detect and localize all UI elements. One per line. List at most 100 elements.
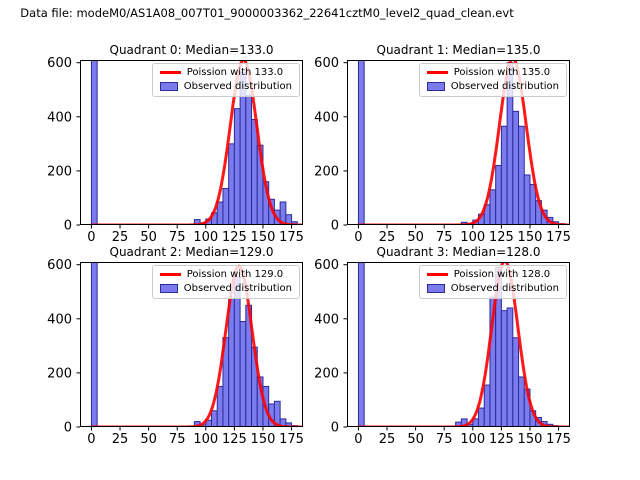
poisson-line-swatch-icon [426,273,448,276]
plot-area-q0: 0 25 50 75 100 125 150 175 0 200 400 600 [47,56,304,245]
histogram-bars [357,60,565,225]
histogram-patch-swatch-icon [159,284,178,293]
legend-item-poisson: Poission with 128.0 [426,269,559,280]
x-tick-label: 100 [193,230,218,245]
hist-bar [500,125,508,225]
axis-ticks: 0 25 50 75 100 125 150 175 0 200 400 600 [314,258,571,447]
poisson-line-swatch-icon [159,71,181,74]
hist-bar [251,119,258,225]
plot-area-q3: 0 25 50 75 100 125 150 175 0 200 400 600 [314,258,571,447]
histogram-patch-swatch-icon [426,284,445,293]
hist-bar [518,376,525,427]
legend-item-observed: Observed distribution [159,283,292,294]
hist-bar [285,214,293,225]
x-tick-label: 125 [489,432,514,447]
hist-bar [489,189,497,225]
hist-bar [512,337,520,427]
x-tick-label: 100 [460,230,485,245]
y-tick-label: 0 [64,219,72,234]
x-tick-label: 100 [193,432,218,447]
subplot-title-q3: Quadrant 3: Median=128.0 [376,245,541,259]
hist-bar [483,384,491,427]
x-tick-label: 150 [251,432,276,447]
hist-bar [211,410,218,427]
legend-item-poisson: Poission with 133.0 [159,67,292,78]
hist-bar [245,94,253,225]
legend-label-observed: Observed distribution [183,283,292,294]
subplot-quadrant-0: Quadrant 0: Median=133.0 0 25 50 75 100 125 15… [47,43,304,245]
legend-label-observed: Observed distribution [183,81,292,92]
legend-label-poisson: Poission with 129.0 [186,269,284,280]
hist-bar [518,125,525,225]
x-tick-label: 50 [140,230,157,245]
legend-q3: Poission with 128.0 Observed distributio… [418,265,567,299]
y-tick-label: 400 [47,312,72,327]
hist-bar [512,110,520,225]
hist-bar [216,385,224,427]
y-tick-label: 0 [331,219,339,234]
subplot-quadrant-1: Quadrant 1: Median=135.0 0 25 50 75 100 125 15… [314,43,571,245]
x-tick-label: 175 [279,432,304,447]
y-tick-label: 200 [47,366,72,381]
legend-item-poisson: Poission with 129.0 [159,269,292,280]
hist-bar [216,201,224,225]
x-tick-label: 150 [518,230,543,245]
hist-bar [357,60,365,225]
hist-bar [285,422,293,427]
x-tick-label: 25 [112,230,129,245]
hist-bar [222,187,230,225]
x-tick-label: 25 [379,230,396,245]
hist-bar [273,400,281,427]
hist-bar [529,183,537,225]
x-tick-label: 50 [140,432,157,447]
y-tick-label: 600 [314,56,339,71]
x-tick-label: 50 [407,230,424,245]
hist-bar [357,262,365,427]
x-tick-label: 125 [489,230,514,245]
legend-q1: Poission with 135.0 Observed distributio… [418,63,567,97]
x-tick-label: 150 [518,432,543,447]
x-tick-label: 25 [379,432,396,447]
legend-label-observed: Observed distribution [450,283,559,294]
subplot-quadrant-2: Quadrant 2: Median=129.0 0 25 50 75 100 125 15… [47,245,304,447]
y-tick-label: 600 [314,258,339,273]
plot-area-q1: 0 25 50 75 100 125 150 175 0 200 400 600 [314,56,571,245]
legend-label-poisson: Poission with 135.0 [453,67,551,78]
y-tick-label: 200 [314,366,339,381]
x-tick-label: 75 [436,230,453,245]
x-tick-label: 175 [279,230,304,245]
y-tick-label: 600 [47,258,72,273]
axes-frame [347,262,570,427]
axes-frame [80,262,303,427]
histogram-patch-swatch-icon [159,82,178,91]
axes-frame [347,60,570,225]
x-tick-label: 0 [87,432,95,447]
y-tick-label: 400 [314,110,339,125]
x-tick-label: 50 [407,432,424,447]
legend-label-poisson: Poission with 128.0 [453,269,551,280]
y-tick-label: 600 [47,56,72,71]
histogram-bars [90,60,298,225]
hist-bar [228,298,235,427]
y-tick-label: 200 [314,164,339,179]
legend-item-observed: Observed distribution [159,81,292,92]
histogram-patch-swatch-icon [426,82,445,91]
hist-bar [478,407,485,427]
hist-bar [233,108,241,225]
x-tick-label: 0 [354,432,362,447]
x-tick-label: 25 [112,432,129,447]
x-tick-label: 0 [354,230,362,245]
legend-label-observed: Observed distribution [450,81,559,92]
axis-ticks: 0 25 50 75 100 125 150 175 0 200 400 600 [47,56,304,245]
x-tick-label: 175 [546,432,571,447]
x-tick-label: 125 [222,230,247,245]
subplot-title-q0: Quadrant 0: Median=133.0 [109,43,274,57]
y-tick-label: 400 [47,110,72,125]
hist-bar [495,164,502,225]
hist-bar [228,143,235,225]
axes-frame [80,60,303,225]
figure-title: Data file: modeM0/AS1A08_007T01_90000033… [20,6,514,20]
y-tick-label: 400 [314,312,339,327]
y-tick-label: 0 [331,421,339,436]
